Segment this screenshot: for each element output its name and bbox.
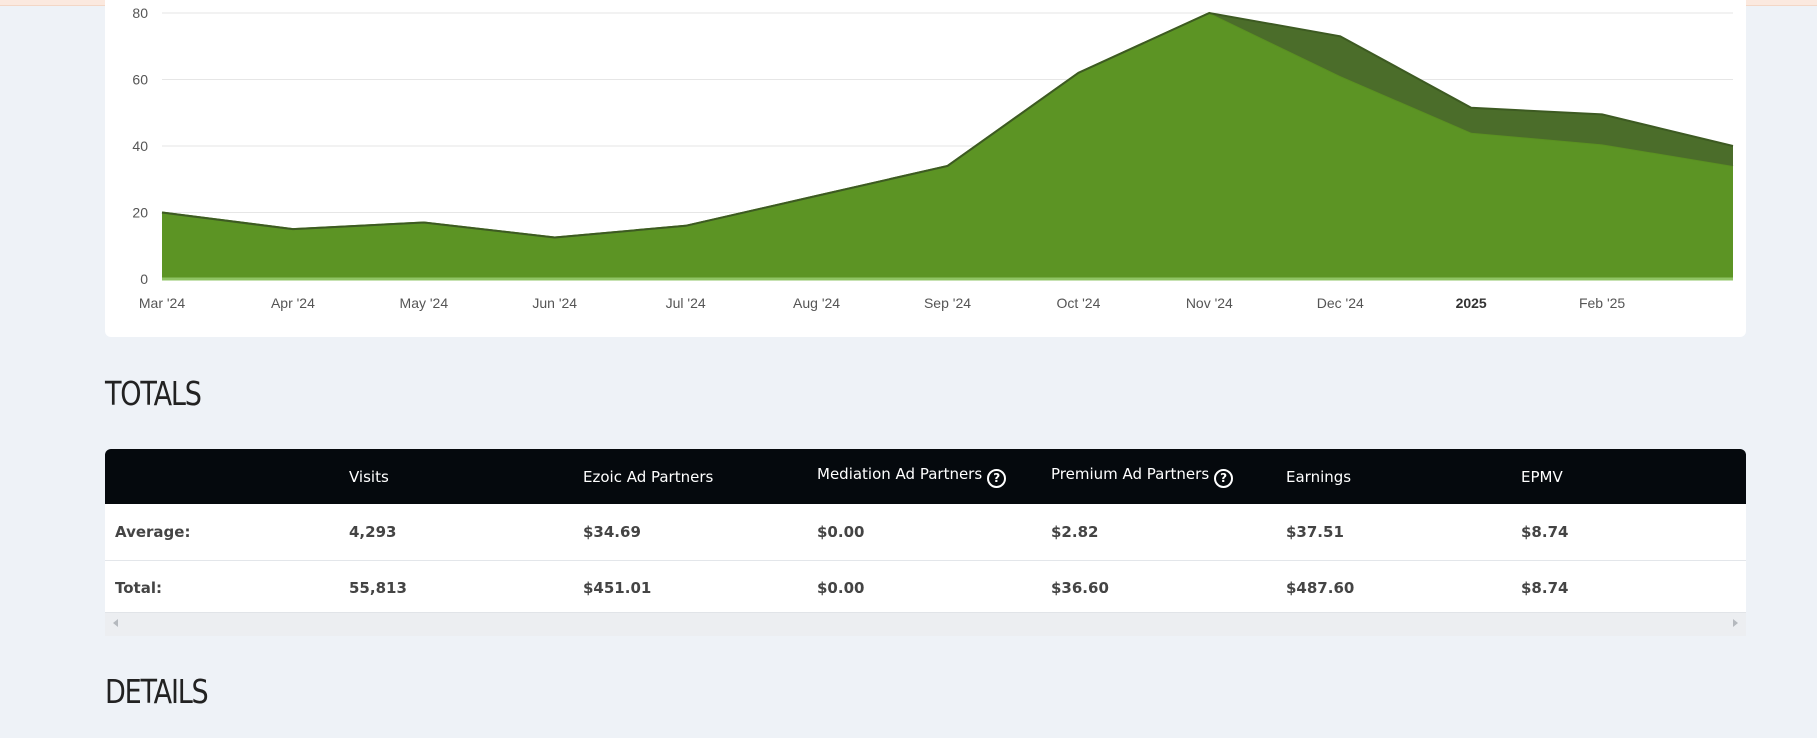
x-tick-label: Nov '24 bbox=[1186, 295, 1233, 311]
column-header-epmv[interactable]: EPMV bbox=[1521, 467, 1563, 486]
x-tick-label: Mar '24 bbox=[139, 295, 185, 311]
area-series-0 bbox=[162, 13, 1733, 279]
cell-earnings: $37.51 bbox=[1286, 522, 1344, 541]
column-header-premium-ad-partners[interactable]: Premium Ad Partners? bbox=[1041, 449, 1276, 504]
cell-mediation-ad-partners: $0.00 bbox=[817, 522, 865, 541]
cell-visits: 55,813 bbox=[349, 579, 407, 598]
totals-heading: TOTALS bbox=[105, 374, 202, 413]
details-heading: DETAILS bbox=[105, 672, 209, 711]
help-icon[interactable]: ? bbox=[1214, 469, 1234, 488]
x-tick-label: May '24 bbox=[400, 295, 449, 311]
totals-table-container: Visits Ezoic Ad Partners Mediation Ad Pa… bbox=[105, 449, 1746, 636]
area-series-1 bbox=[162, 13, 1733, 238]
y-tick-label: 20 bbox=[132, 205, 148, 221]
earnings-area-chart: 0 20 40 60 80 Mar '24 Apr '24 May '24 Jun '24 Jul… bbox=[105, 0, 1746, 337]
x-tick-label: Jul '24 bbox=[666, 295, 706, 311]
y-tick-label: 60 bbox=[132, 72, 148, 88]
cell-ezoic-ad-partners: $451.01 bbox=[583, 579, 652, 598]
column-header-visits[interactable]: Visits bbox=[349, 467, 389, 486]
scroll-right-arrow-icon[interactable] bbox=[1733, 619, 1738, 627]
x-tick-label: Aug '24 bbox=[793, 295, 840, 311]
mediation-header-label: Mediation Ad Partners bbox=[817, 465, 983, 483]
cell-premium-ad-partners: $36.60 bbox=[1051, 579, 1109, 598]
row-label: Total: bbox=[115, 579, 162, 598]
table-row-total: Total: 55,813 $451.01 $0.00 $36.60 $487.… bbox=[105, 560, 1746, 616]
row-label: Average: bbox=[115, 522, 191, 541]
help-icon[interactable]: ? bbox=[987, 469, 1007, 488]
column-header-earnings[interactable]: Earnings bbox=[1286, 467, 1352, 486]
y-tick-label: 80 bbox=[132, 5, 148, 21]
premium-header-label: Premium Ad Partners bbox=[1051, 465, 1210, 483]
x-tick-label: 2025 bbox=[1456, 295, 1487, 311]
cell-epmv: $8.74 bbox=[1521, 579, 1569, 598]
table-header-row: Visits Ezoic Ad Partners Mediation Ad Pa… bbox=[105, 449, 1746, 504]
chart-svg: 0 20 40 60 80 Mar '24 Apr '24 May '24 Jun '24 Jul… bbox=[132, 5, 1734, 311]
column-header-label bbox=[105, 449, 339, 504]
x-tick-label: Apr '24 bbox=[271, 295, 315, 311]
x-tick-label: Sep '24 bbox=[924, 295, 971, 311]
x-tick-label: Oct '24 bbox=[1056, 295, 1100, 311]
x-tick-label: Feb '25 bbox=[1579, 295, 1625, 311]
horizontal-scrollbar[interactable] bbox=[105, 612, 1746, 636]
cell-visits: 4,293 bbox=[349, 522, 397, 541]
y-tick-label: 0 bbox=[140, 271, 148, 287]
table-row-average: Average: 4,293 $34.69 $0.00 $2.82 $37.51… bbox=[105, 504, 1746, 560]
cell-mediation-ad-partners: $0.00 bbox=[817, 579, 865, 598]
y-tick-label: 40 bbox=[132, 138, 148, 154]
column-header-mediation-ad-partners[interactable]: Mediation Ad Partners? bbox=[807, 449, 1041, 504]
cell-ezoic-ad-partners: $34.69 bbox=[583, 522, 641, 541]
column-header-ezoic-ad-partners[interactable]: Ezoic Ad Partners bbox=[583, 467, 714, 486]
totals-table: Visits Ezoic Ad Partners Mediation Ad Pa… bbox=[105, 449, 1746, 616]
cell-earnings: $487.60 bbox=[1286, 579, 1355, 598]
scroll-left-arrow-icon[interactable] bbox=[113, 619, 118, 627]
x-tick-label: Dec '24 bbox=[1317, 295, 1364, 311]
cell-epmv: $8.74 bbox=[1521, 522, 1569, 541]
x-tick-label: Jun '24 bbox=[532, 295, 577, 311]
cell-premium-ad-partners: $2.82 bbox=[1051, 522, 1099, 541]
area-series-line-1 bbox=[161, 11, 1734, 239]
